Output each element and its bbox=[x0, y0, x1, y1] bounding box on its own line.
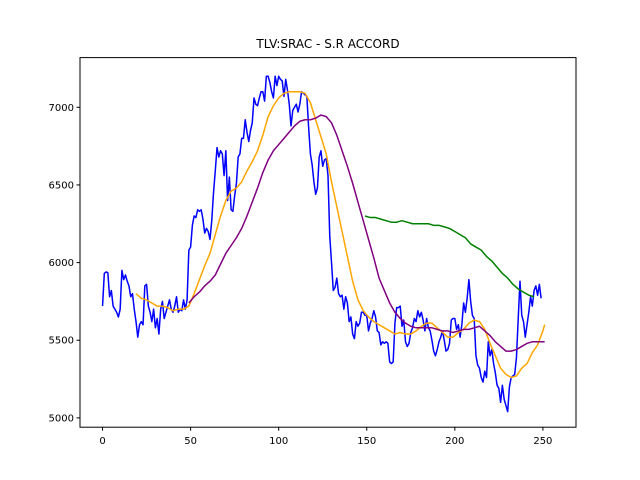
x-tick-label-4: 200 bbox=[445, 436, 464, 447]
x-tick-label-2: 100 bbox=[269, 436, 288, 447]
series-line-3 bbox=[364, 215, 535, 298]
series-line-0 bbox=[101, 75, 542, 413]
x-tick-label-0: 0 bbox=[99, 436, 105, 447]
y-tick-label-1: 5500 bbox=[49, 336, 74, 347]
series-line-1 bbox=[135, 91, 546, 379]
x-tick-label-1: 50 bbox=[184, 436, 197, 447]
y-tick-label-3: 6500 bbox=[49, 180, 74, 191]
x-tick-label-5: 250 bbox=[533, 436, 552, 447]
y-tick-label-4: 7000 bbox=[49, 103, 74, 114]
y-tick-label-2: 6000 bbox=[49, 258, 74, 269]
plot-frame bbox=[79, 57, 577, 428]
series-layer bbox=[101, 75, 546, 413]
y-tick-label-0: 5000 bbox=[49, 413, 74, 424]
x-tick-label-3: 150 bbox=[357, 436, 376, 447]
chart-title: TLV:SRAC - S.R ACCORD bbox=[255, 37, 399, 51]
series-line-2 bbox=[188, 114, 545, 352]
axis-layer: 0 50 100 150 200 250 5000 5500 6000 6500 7000 bbox=[49, 103, 553, 447]
